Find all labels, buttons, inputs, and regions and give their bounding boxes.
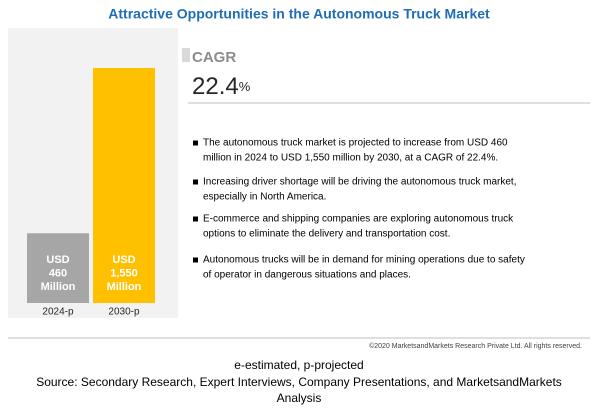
bullet xyxy=(193,257,198,263)
note-text: Increasing driver shortage will be drivi… xyxy=(203,177,516,188)
chart-title: Attractive Opportunities in the Autonomo… xyxy=(108,6,490,22)
bullet xyxy=(193,140,198,146)
bullet xyxy=(193,179,198,185)
bullet xyxy=(193,216,198,222)
note-text: especially in North America. xyxy=(203,192,326,203)
value-label: 1,550 xyxy=(110,267,138,279)
cagr-unit: % xyxy=(239,79,251,94)
cagr: 22.4% xyxy=(192,73,251,100)
cagr-value: 22.4 xyxy=(192,73,239,100)
note-text: options to eliminate the delivery and tr… xyxy=(203,229,450,240)
note-text: E-commerce and shipping companies are ex… xyxy=(203,214,514,225)
cagr-marker xyxy=(182,48,190,62)
note-text: million in 2024 to USD 1,550 million by … xyxy=(203,153,498,164)
source: Source: Secondary Research, Expert Inter… xyxy=(36,375,562,389)
footnote: e-estimated, p-projected xyxy=(234,358,363,372)
value-label: Million xyxy=(107,281,142,293)
value-label: 460 xyxy=(49,267,67,279)
bar xyxy=(27,233,89,303)
value-label: USD xyxy=(112,254,135,266)
x-tick-label: 2030-p xyxy=(108,307,140,318)
note-text: of operator in dangerous situations and … xyxy=(203,270,411,281)
note-text: Autonomous trucks will be in demand for … xyxy=(203,255,525,266)
x-tick-label: 2024-p xyxy=(42,307,74,318)
copyright: ©2020 MarketsandMarkets Research Private… xyxy=(369,342,582,350)
value-label: USD xyxy=(46,254,69,266)
bar xyxy=(93,68,155,303)
value-label: Million xyxy=(41,281,76,293)
cagr-label: CAGR xyxy=(192,49,236,66)
note-text: The autonomous truck market is projected… xyxy=(203,138,508,149)
source: Analysis xyxy=(277,391,322,405)
